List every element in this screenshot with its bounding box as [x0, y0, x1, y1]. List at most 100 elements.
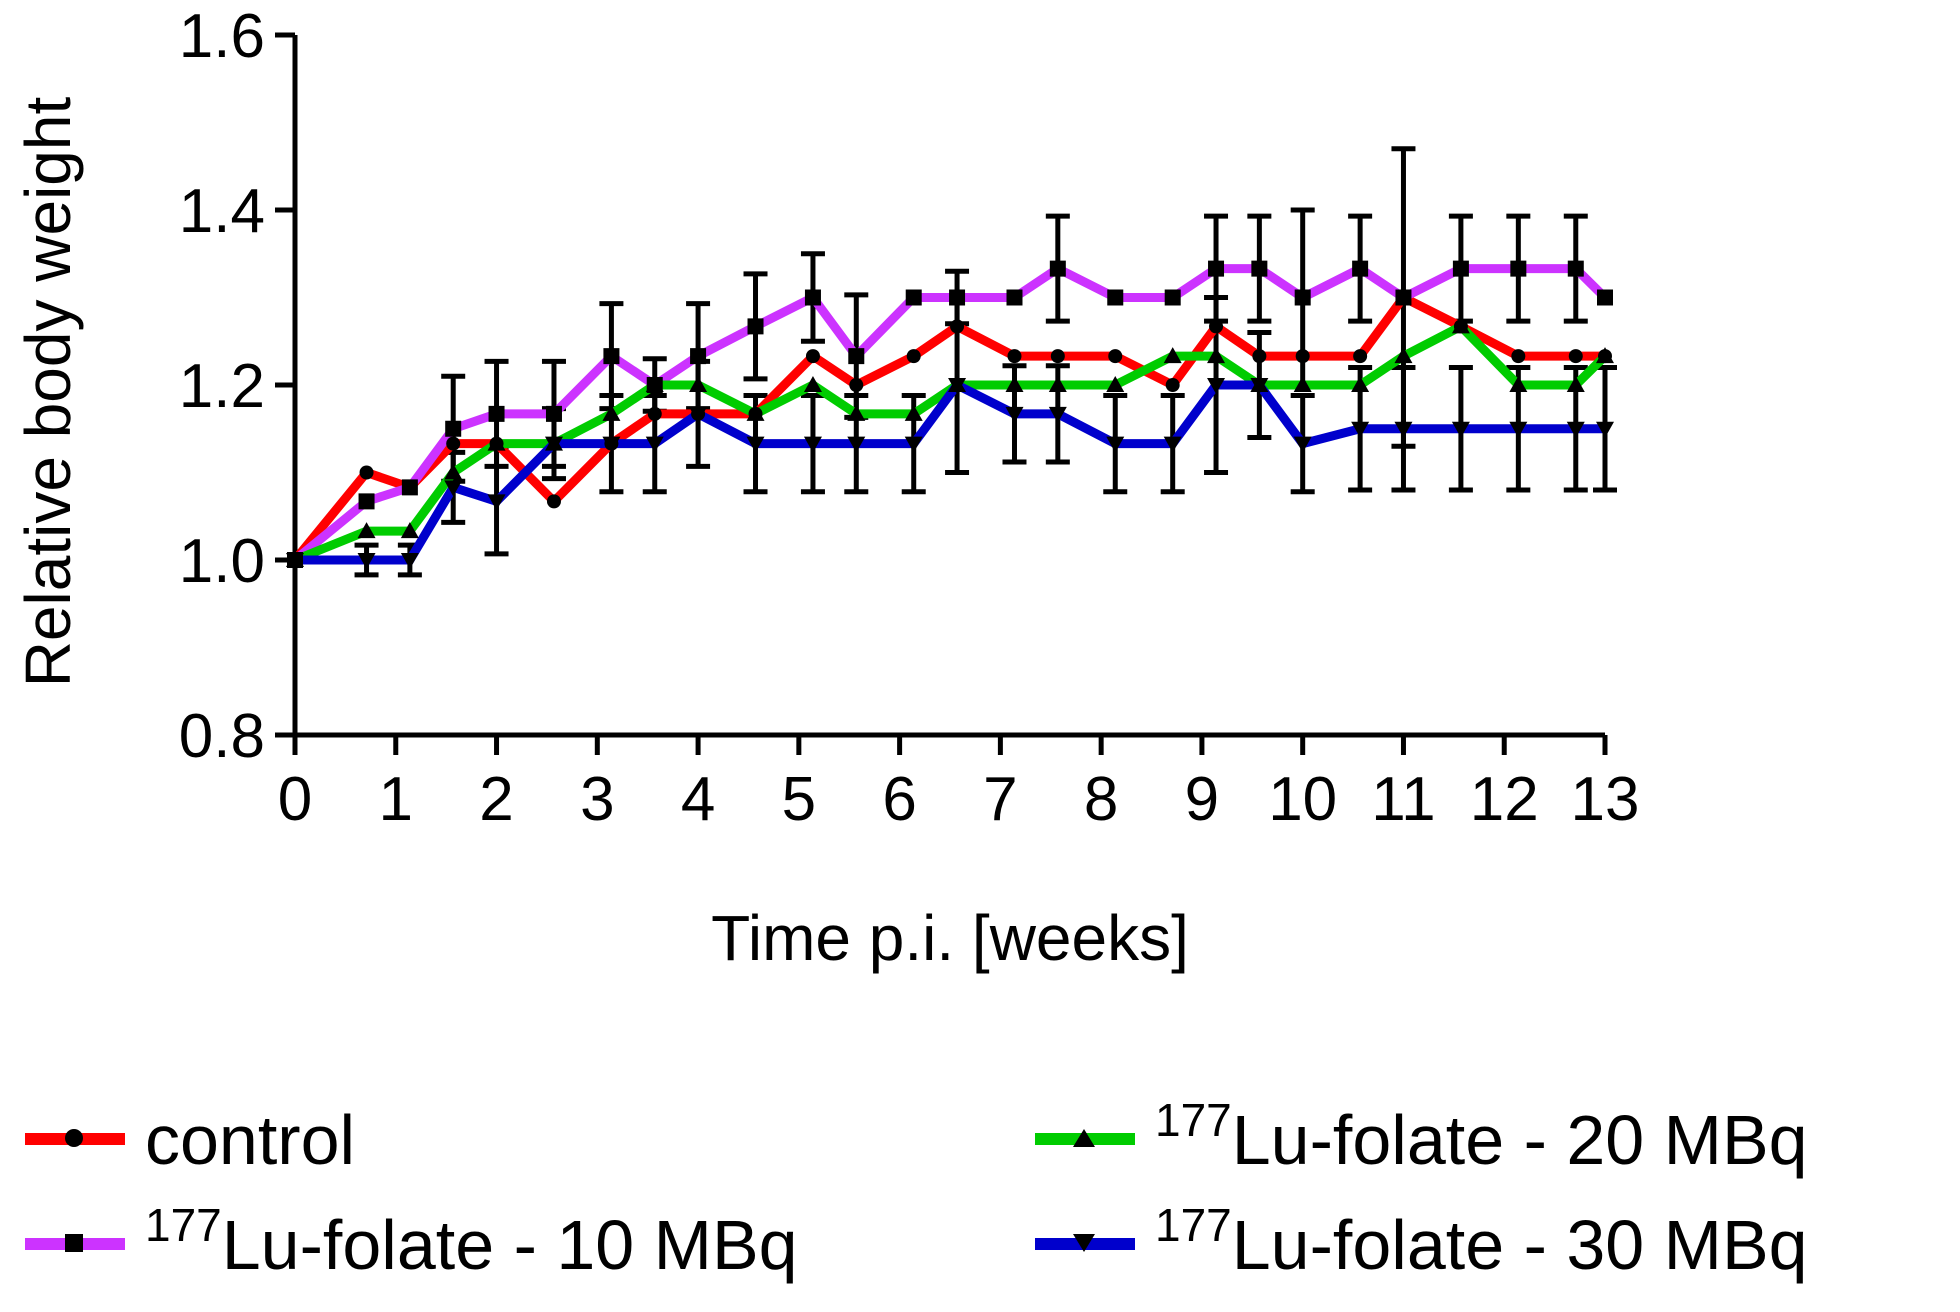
x-axis-label: Time p.i. [weeks]	[711, 902, 1189, 974]
data-point	[1295, 349, 1310, 364]
data-point	[1451, 317, 1470, 334]
data-point	[647, 406, 662, 421]
data-point	[359, 465, 374, 480]
data-point	[1351, 376, 1370, 392]
data-point	[906, 349, 921, 364]
legend-marker-circle	[65, 1129, 83, 1147]
data-point	[747, 318, 764, 335]
data-point	[1165, 378, 1180, 392]
x-tick-label: 13	[1571, 765, 1640, 834]
x-tick-label: 2	[479, 765, 513, 834]
data-point	[689, 376, 708, 392]
data-point	[488, 405, 505, 422]
data-point	[602, 436, 621, 453]
y-tick-label: 1.0	[179, 527, 265, 596]
data-point	[690, 348, 707, 365]
x-tick-label: 11	[1371, 765, 1435, 834]
legend-marker-triangle-up	[1073, 1129, 1095, 1147]
data-point	[1252, 349, 1267, 364]
data-point	[1509, 376, 1528, 392]
data-point	[1049, 260, 1066, 277]
y-tick-label: 1.6	[179, 2, 265, 71]
data-point	[545, 405, 562, 422]
data-point	[1163, 347, 1182, 364]
data-point	[357, 522, 376, 539]
data-point	[358, 493, 375, 510]
data-point	[445, 420, 462, 437]
data-point	[1353, 349, 1368, 364]
data-point	[1451, 421, 1470, 438]
x-tick-label: 9	[1185, 765, 1219, 834]
series-markers	[286, 260, 1614, 569]
data-point	[1209, 319, 1224, 334]
legend-marker-triangle-down	[1073, 1234, 1095, 1252]
data-point	[1050, 349, 1065, 364]
data-point	[746, 436, 765, 453]
data-point	[1164, 289, 1181, 306]
data-point	[949, 289, 966, 306]
data-point	[603, 348, 620, 365]
error-bars	[354, 146, 1617, 578]
data-point	[357, 553, 376, 569]
data-point	[1294, 289, 1311, 306]
data-point	[286, 553, 304, 569]
x-tick-label: 8	[1084, 765, 1118, 834]
data-point	[1048, 376, 1067, 392]
data-point	[1351, 421, 1370, 438]
data-point	[950, 319, 965, 334]
data-point	[602, 404, 621, 421]
data-point	[1596, 421, 1614, 438]
x-tick-label: 12	[1470, 765, 1539, 834]
axes: 0.81.01.21.41.60 1 2 3 4 5 6 7 8 9 10 11 12 13	[179, 2, 1640, 834]
data-point	[444, 480, 463, 497]
y-tick-label: 0.8	[179, 702, 265, 771]
data-point	[645, 376, 664, 392]
data-point	[487, 494, 506, 511]
data-point	[1596, 347, 1614, 364]
data-point	[1597, 289, 1613, 306]
data-point	[905, 289, 922, 306]
x-tick-label: 10	[1268, 765, 1337, 834]
data-point	[1293, 436, 1312, 453]
legend-label: 177Lu-folate - 10 MBq	[145, 1199, 798, 1284]
y-tick-label: 1.2	[179, 352, 265, 421]
data-point	[1394, 347, 1413, 364]
data-point	[645, 436, 664, 453]
data-point	[1395, 289, 1412, 306]
data-point	[1251, 260, 1268, 277]
data-point	[1208, 260, 1225, 277]
data-point	[1207, 347, 1226, 364]
data-point	[1006, 289, 1023, 306]
data-point	[1511, 349, 1526, 364]
data-point	[848, 348, 865, 365]
data-point	[1005, 406, 1024, 423]
data-point	[546, 494, 561, 509]
data-point	[400, 522, 419, 539]
data-point	[1566, 376, 1585, 392]
legend-label: 177Lu-folate - 20 MBq	[1155, 1094, 1808, 1179]
data-point	[1510, 260, 1527, 277]
data-point	[487, 434, 506, 451]
data-point	[1452, 260, 1469, 277]
data-point	[1163, 436, 1182, 453]
legend-marker-square	[65, 1234, 83, 1252]
data-point	[805, 349, 820, 364]
data-point	[1108, 349, 1123, 364]
data-point	[401, 479, 418, 496]
data-point	[948, 378, 967, 394]
data-point	[904, 404, 923, 421]
data-point	[1207, 378, 1226, 394]
data-point	[1007, 349, 1022, 364]
data-point	[849, 378, 864, 392]
legend-label: 177Lu-folate - 30 MBq	[1155, 1199, 1808, 1284]
data-point	[1250, 378, 1269, 394]
legend-label: control	[145, 1101, 356, 1179]
data-point	[847, 404, 866, 421]
x-tick-label: 7	[983, 765, 1017, 834]
data-point	[1005, 376, 1024, 392]
data-point	[847, 436, 866, 453]
data-point	[1394, 421, 1413, 438]
data-point	[1048, 406, 1067, 423]
y-axis-label: Relative body weight	[12, 97, 84, 688]
